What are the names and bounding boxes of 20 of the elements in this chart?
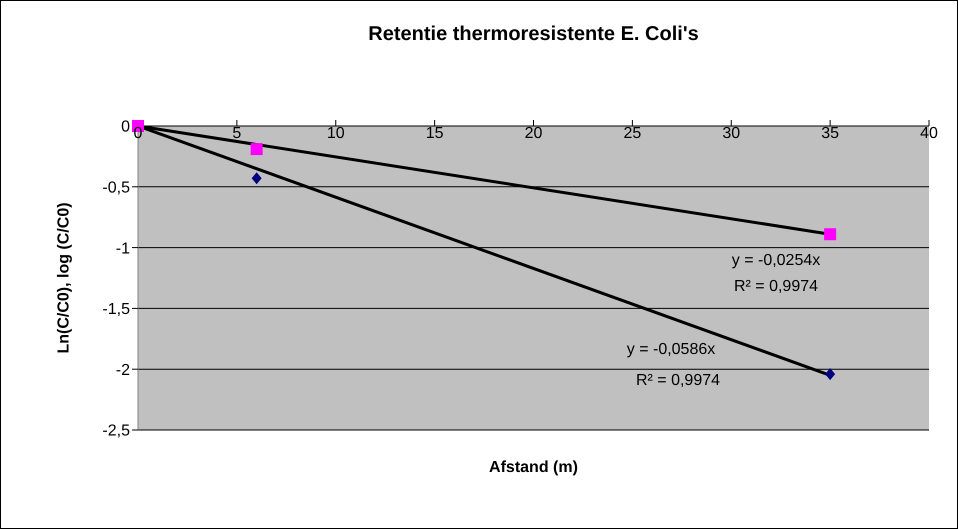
x-tick-label: 25: [623, 125, 642, 142]
x-axis-title: Afstand (m): [488, 459, 579, 477]
annotation: y = -0,0586x: [626, 341, 716, 359]
annotation: R² = 0,9974: [634, 372, 722, 390]
x-tick-label: 15: [426, 125, 444, 142]
x-tick-label: 30: [722, 125, 740, 142]
x-tick-label: 10: [326, 125, 345, 142]
y-tick-label: -0,5: [102, 179, 130, 196]
y-tick-label: -2,5: [102, 422, 130, 440]
y-tick-label: -1,5: [102, 301, 130, 318]
x-tick-label: 35: [821, 125, 840, 142]
x-tick-label: 5: [232, 125, 242, 142]
y-tick-label: -2: [116, 362, 130, 379]
x-tick-label: 40: [920, 125, 938, 142]
x-tick-label: 20: [524, 125, 542, 142]
annotation: y = -0,0254x: [730, 252, 822, 270]
chart-title: Retentie thermoresistente E. Coli's: [367, 23, 700, 46]
y-axis-title: Ln(C/C0), log (C/C0): [56, 202, 73, 354]
annotation: R² = 0,9974: [732, 278, 820, 296]
y-tick-label: -1: [116, 240, 130, 258]
